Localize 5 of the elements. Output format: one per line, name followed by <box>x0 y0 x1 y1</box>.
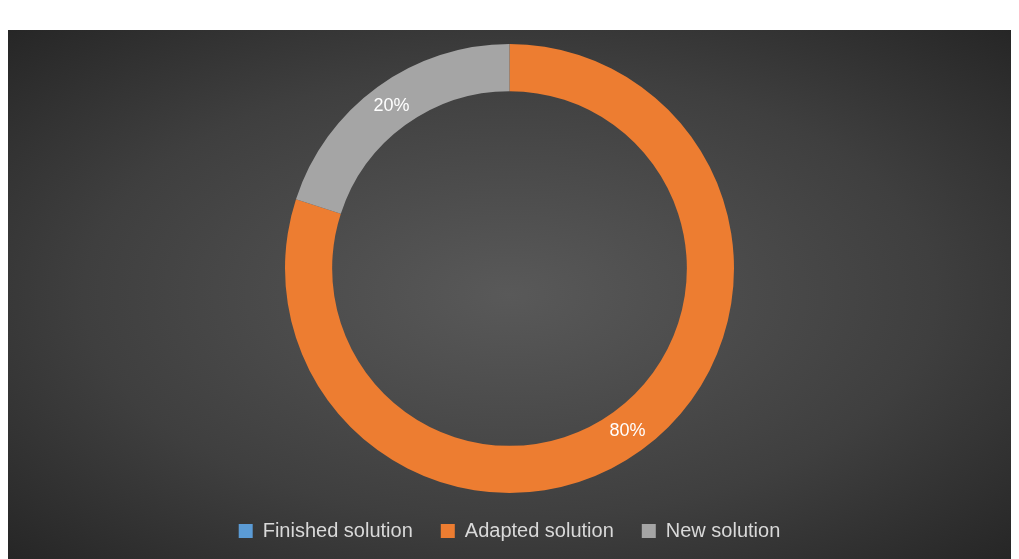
legend-label: Adapted solution <box>464 518 614 541</box>
data-label: 20% <box>373 94 410 115</box>
data-label: 80% <box>609 420 646 441</box>
legend-label: Finished solution <box>262 518 413 541</box>
legend-label: New solution <box>665 518 781 541</box>
